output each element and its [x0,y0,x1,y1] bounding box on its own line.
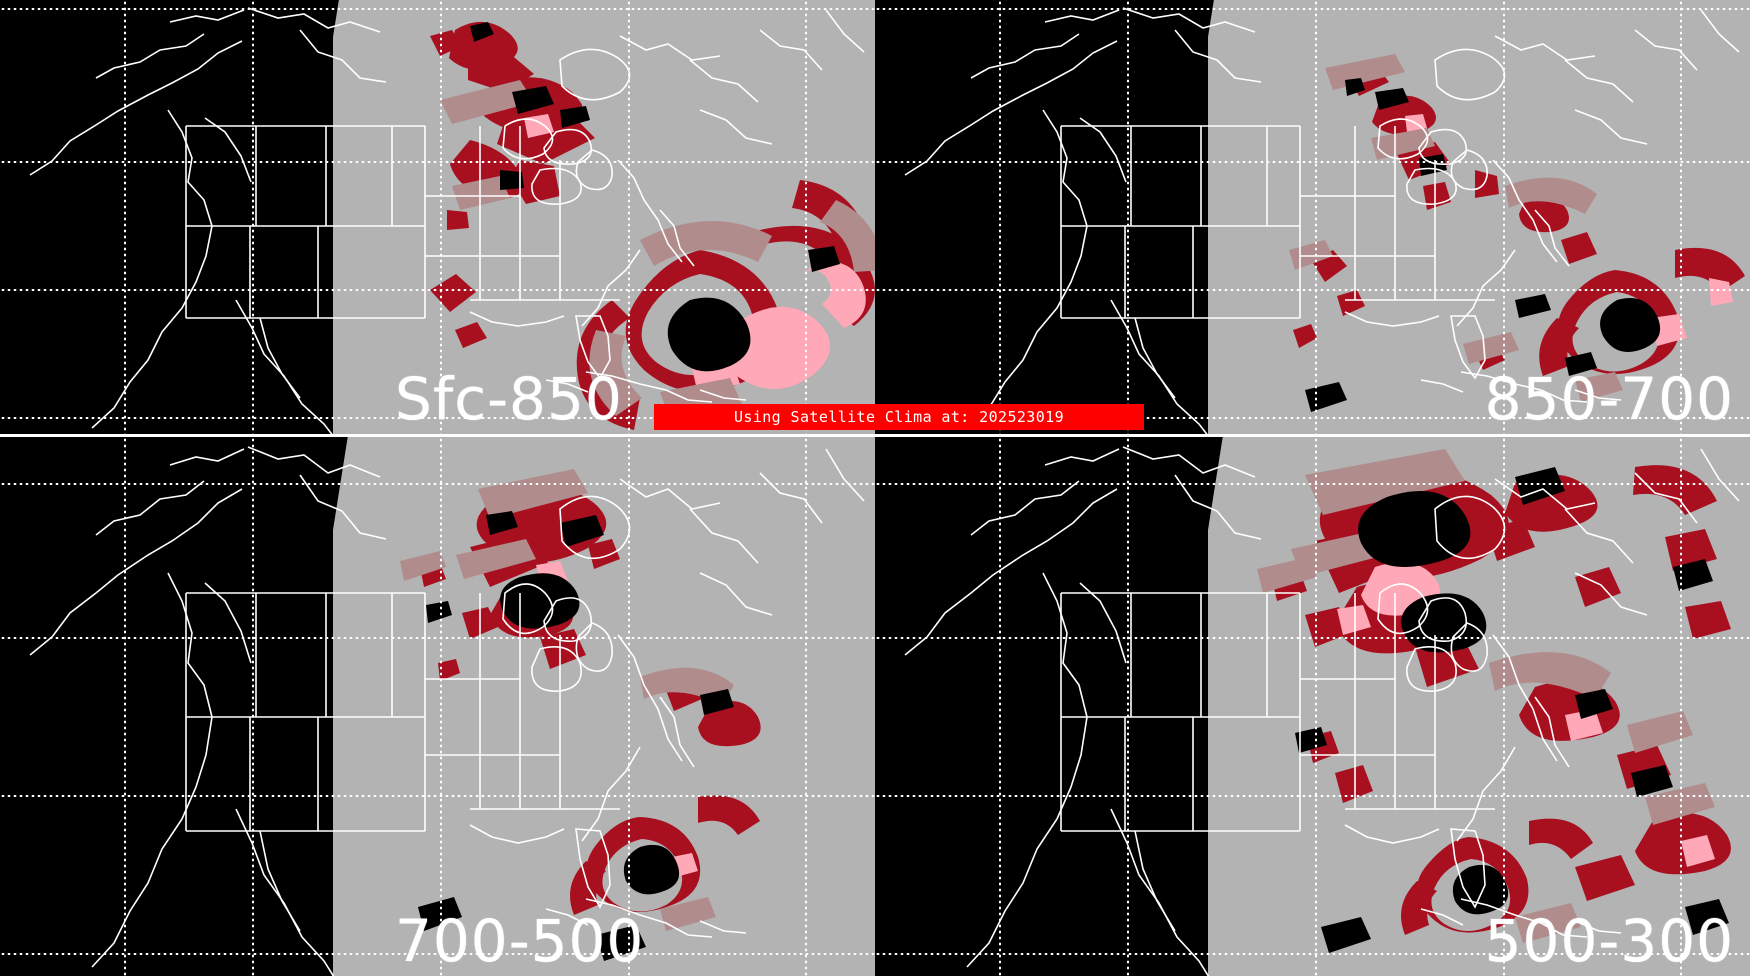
anomaly-field [875,437,1750,976]
panel-label-850-700: 850-700 [1484,365,1734,433]
panel-sfc-850[interactable]: Sfc-850 [0,0,875,434]
terrain-mask-west [875,0,1208,434]
anomaly-field [875,0,1750,434]
panel-label-700-500: 700-500 [395,907,645,975]
panel-850-700[interactable]: 850-700 [875,0,1750,434]
panel-700-500[interactable]: 700-500 [0,437,875,976]
panel-label-500-300: 500-300 [1484,907,1734,975]
panel-label-sfc-850: Sfc-850 [395,365,623,433]
map-vectors [0,437,875,976]
terrain-mask-west [875,437,1208,976]
map-vectors [875,0,1750,434]
terrain-mask-west [0,437,333,976]
status-banner-text: Using Satellite Clima at: 202523019 [733,407,1065,426]
satellite-coverage-mask [1101,0,1750,434]
map-vectors [0,0,875,434]
row-divider [0,434,1750,437]
terrain-mask-west [0,0,333,434]
status-banner: Using Satellite Clima at: 202523019 [654,404,1144,430]
map-vectors [875,437,1750,976]
panel-500-300[interactable]: 500-300 [875,437,1750,976]
anomaly-field [0,437,875,976]
anomaly-field [0,0,875,434]
